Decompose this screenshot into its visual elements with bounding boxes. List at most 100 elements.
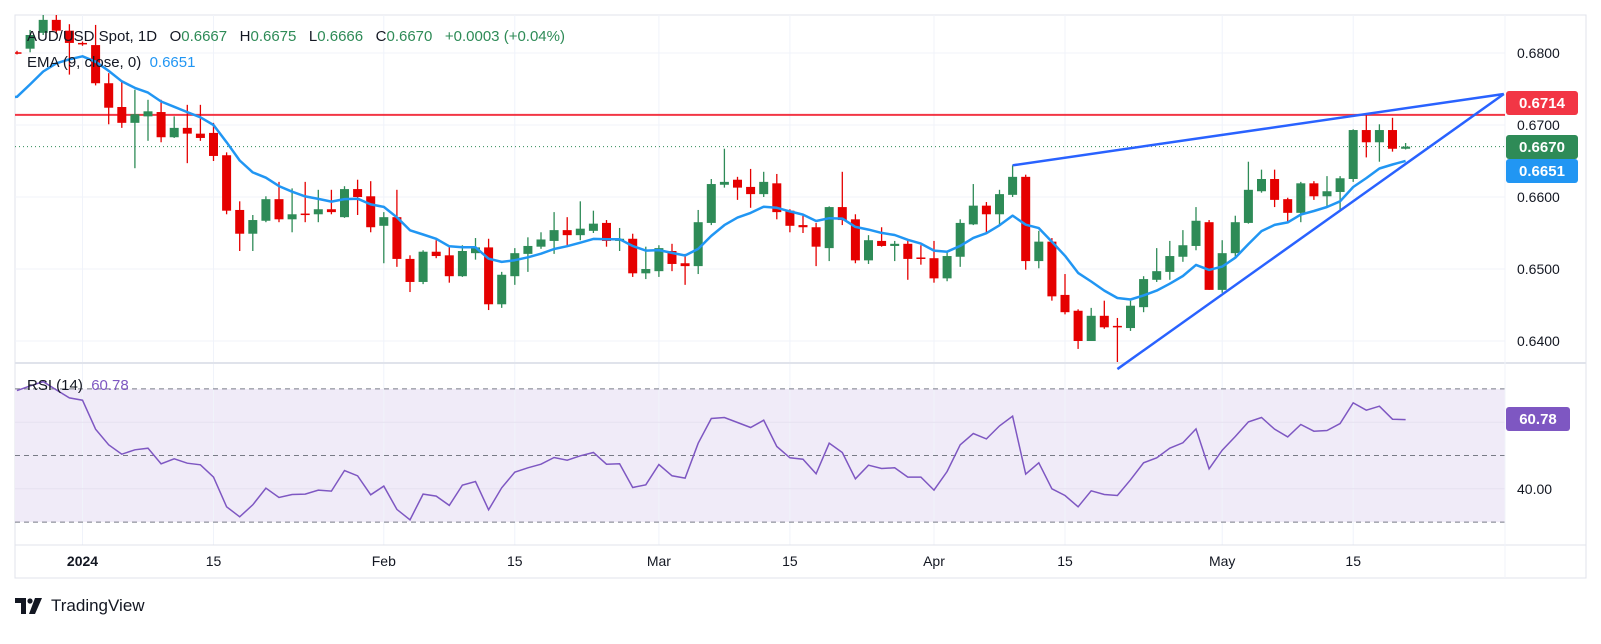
candle-body [968,205,978,225]
candle-body [117,107,127,123]
close-label: C [375,28,387,45]
candle-body [248,220,258,234]
candle-body [156,112,166,138]
candle [195,104,205,141]
candle [1152,248,1162,282]
candle [877,227,887,247]
ema-label: EMA (9, close, 0) [27,54,142,71]
candle [78,41,87,46]
candle [1283,197,1293,223]
candle-body [1283,199,1293,213]
candle-body [1322,191,1332,197]
rsi-legend[interactable]: RSI (14) 60.78 [27,377,129,394]
candle-body [444,255,454,277]
candle-body [15,52,22,54]
candle-body [91,45,101,84]
candle [680,253,690,285]
candle-body [1021,176,1031,262]
candle [588,210,598,233]
candle [366,181,376,233]
open-value: 0.6667 [181,28,228,45]
candle-body [1112,325,1122,328]
candle-body [51,19,61,31]
rsi-value: 60.78 [91,377,129,394]
candle [484,238,494,311]
candle-body [143,111,153,117]
rsi-label: RSI (14) [27,377,83,394]
candle [143,99,153,141]
candle-body [431,251,441,257]
candle [1309,181,1319,200]
symbol-title[interactable]: AUD/USD Spot, 1D [27,28,158,45]
close-value: 0.6670 [386,28,433,45]
candle [156,99,166,143]
candle [719,148,729,188]
trendline [1116,93,1505,371]
candle-body [523,245,533,254]
candle-body [392,217,402,259]
candle-body [837,207,847,221]
candle [1374,124,1384,162]
candle-body [759,181,769,195]
candle [733,176,742,200]
high-label: H [239,28,251,45]
candle-body [25,35,35,49]
candle [864,235,873,264]
candle [850,214,860,264]
candle-body [1099,315,1109,328]
candle [916,245,926,265]
candle-body [235,209,245,234]
tradingview-logo[interactable]: TradingView [15,596,145,616]
time-axis-label: Feb [372,553,396,569]
last-price-label: 0.6670 [1506,135,1578,159]
candle-body [575,228,585,236]
candle-body [287,214,297,220]
candle-body [78,42,87,45]
candle-body [261,199,271,221]
candle [261,196,271,223]
candle-body [864,240,873,261]
candle [405,255,415,293]
ema-legend[interactable]: EMA (9, close, 0) 0.6651 [27,54,195,71]
candle-body [471,247,480,254]
candle [1388,117,1397,152]
candle [968,184,978,226]
candle-body [1374,130,1384,143]
candle-body [340,189,349,218]
time-axis-label: May [1209,553,1235,569]
candle [549,212,559,254]
candle [837,171,847,226]
candle [51,15,61,35]
candle-body [641,269,651,274]
candle [25,29,35,53]
ema-value: 0.6651 [149,54,196,71]
candle [772,173,782,220]
candle-body [877,240,887,246]
candle-body [405,258,415,282]
candle-body [536,239,546,247]
candle [418,250,428,285]
candle [811,222,821,267]
candle-body [916,257,926,259]
candle-body [1047,241,1057,297]
rsi-axis-label: 40.00 [1517,481,1552,497]
candle [1270,169,1280,208]
candle [353,179,363,215]
candle [64,24,74,75]
candle [562,217,572,246]
candle-body [274,199,284,220]
candle-body [64,30,74,43]
candle-body [1230,222,1240,254]
candle [91,24,101,86]
resistance-price-label: 0.6714 [1506,91,1578,115]
candle [38,15,48,35]
candle [457,245,467,277]
candle-body [1086,315,1096,341]
candle-body [602,222,611,241]
candle [287,188,297,233]
candle [379,212,389,264]
candle-body [1388,130,1397,149]
candle [798,215,808,233]
ema-line [15,55,1406,301]
